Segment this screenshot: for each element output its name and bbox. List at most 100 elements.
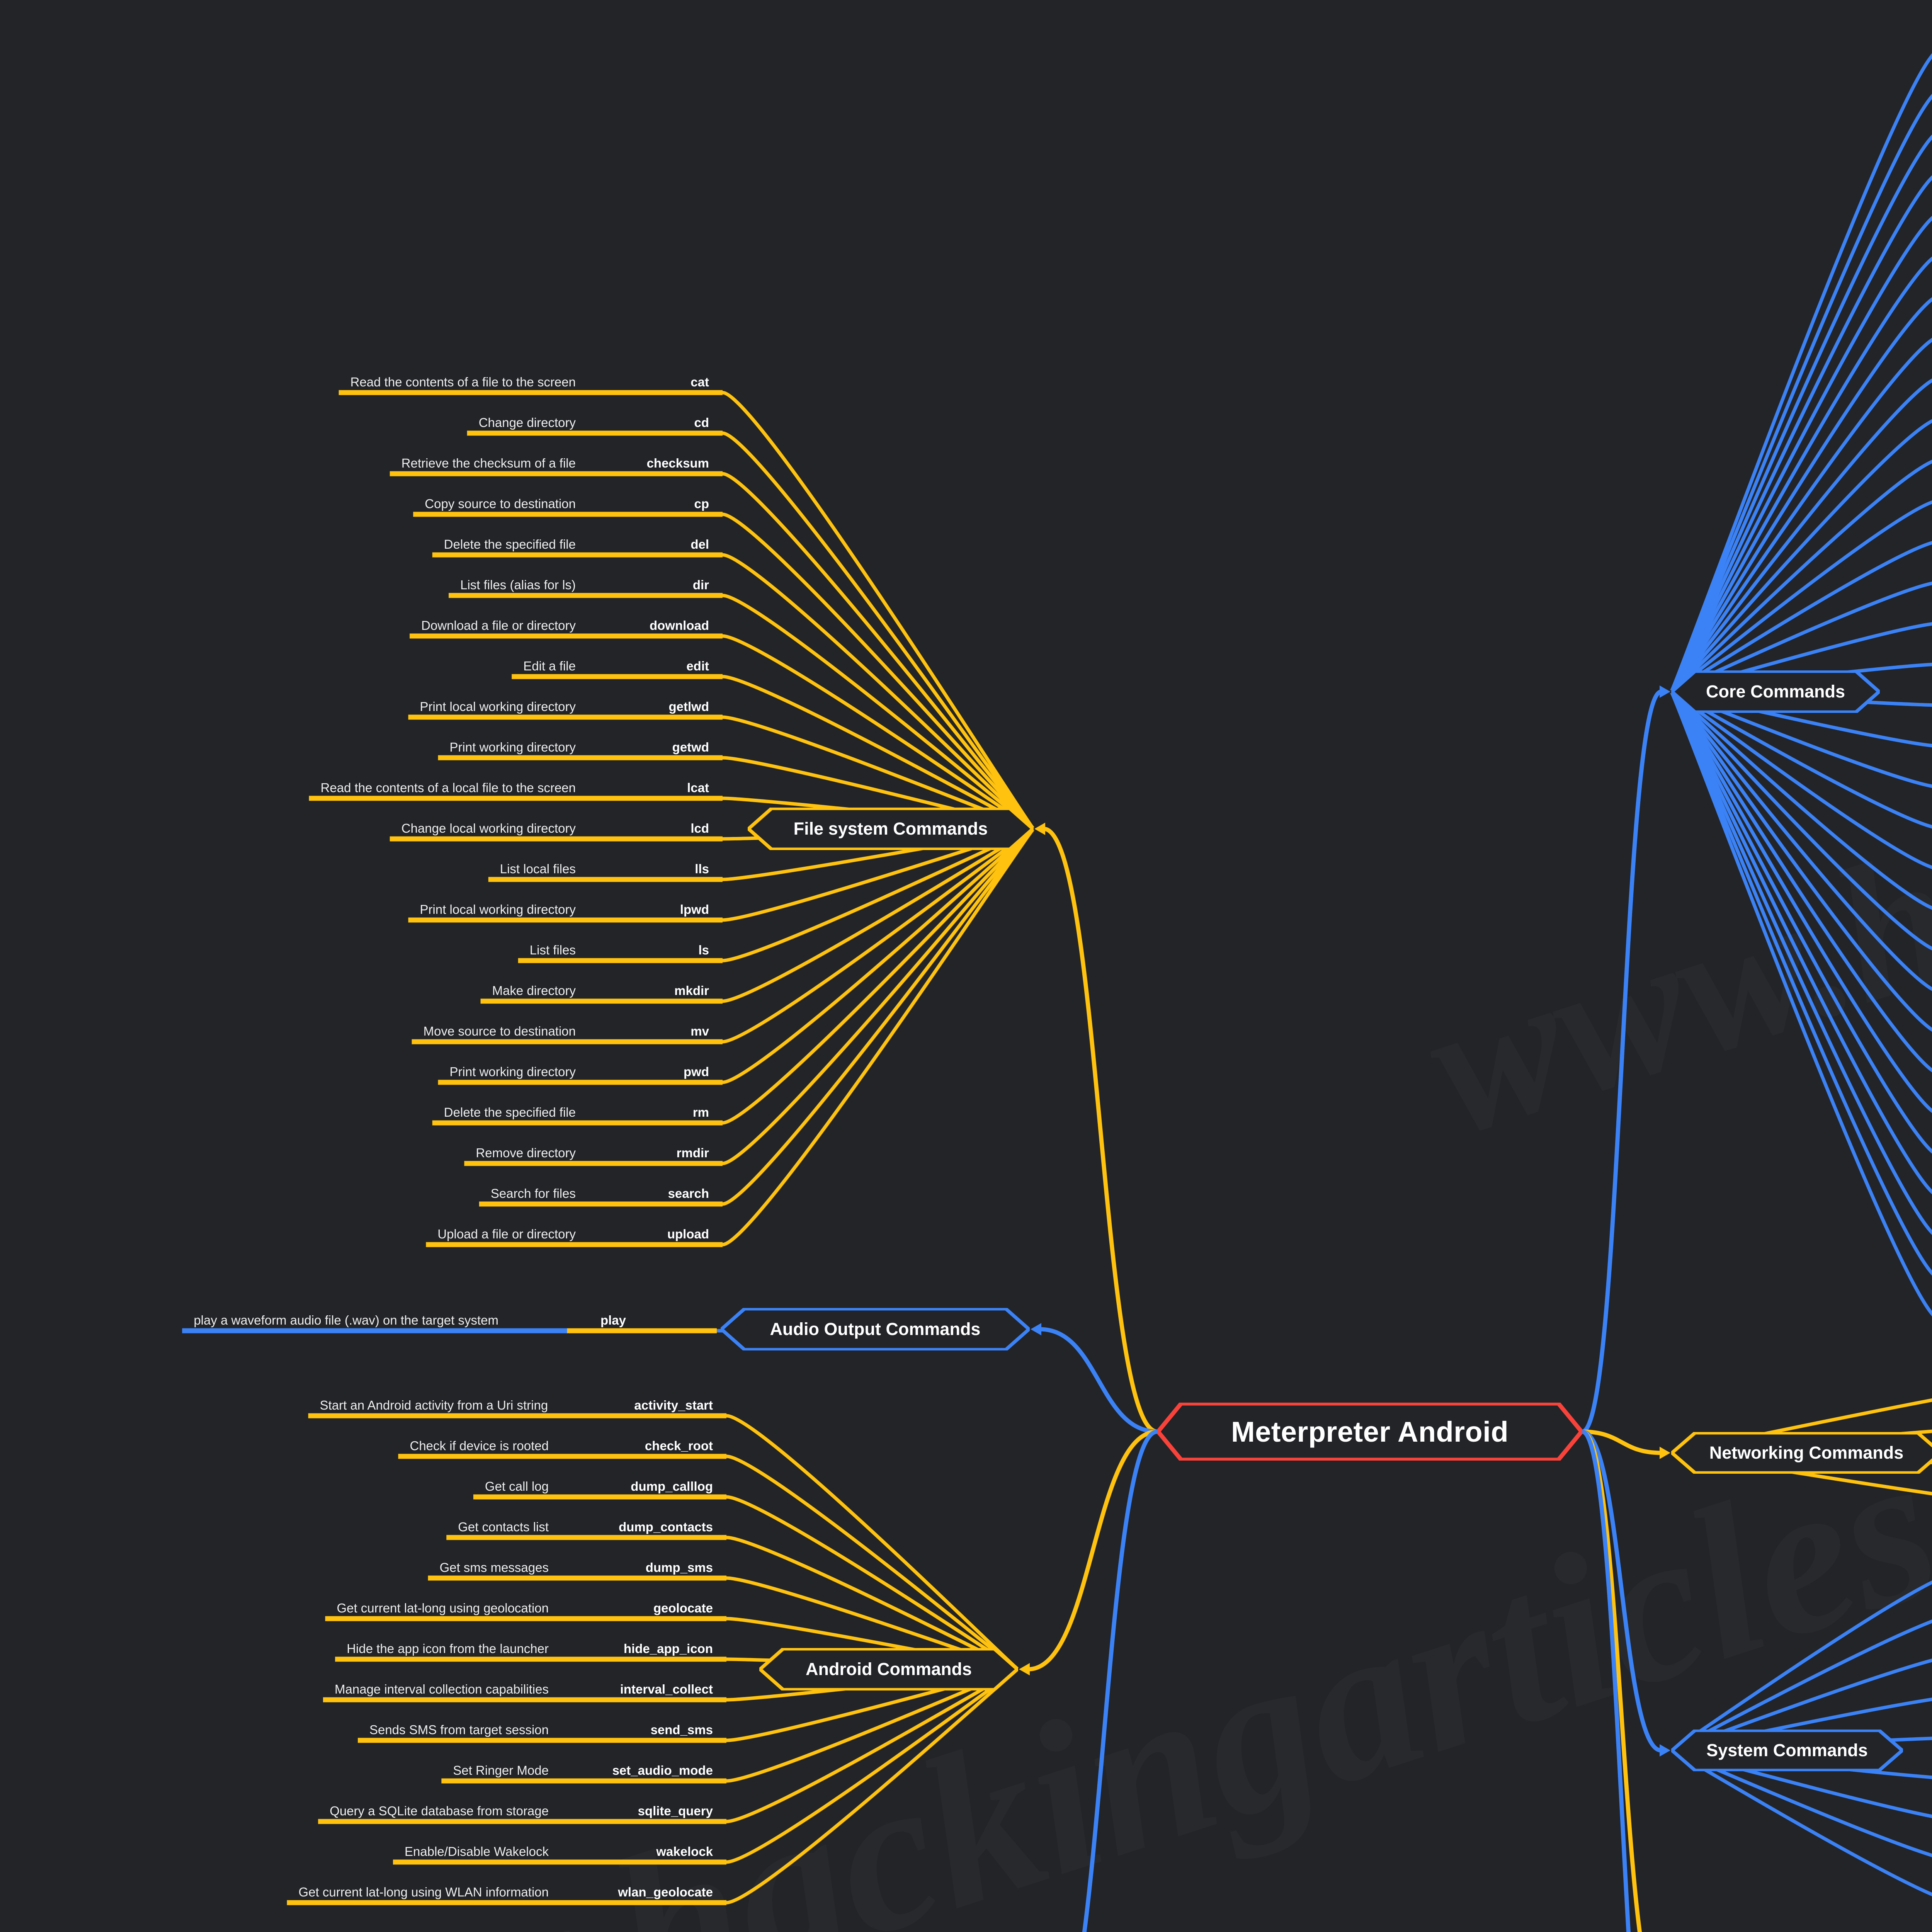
leaf-row-android-activity_start[interactable]: activity_start Start an Android activity… (0, 1399, 1932, 1414)
branch-node-system-shape (1671, 1730, 1903, 1771)
leaf-command: cp (694, 497, 709, 511)
leaf-description: Read the contents of a local file to the… (320, 781, 576, 795)
leaf-row-filesystem-search[interactable]: search Search for files (0, 1187, 1932, 1202)
leaf-row-android-wakelock[interactable]: wakelock Enable/Disable Wakelock (0, 1845, 1932, 1861)
leaf-command: getwd (672, 740, 709, 754)
leaf-row-filesystem-getlwd[interactable]: getlwd Print local working directory (0, 700, 1932, 716)
leaf-row-android-dump_contacts[interactable]: dump_contacts Get contacts list (0, 1520, 1932, 1536)
leaf-row-android-dump_calllog[interactable]: dump_calllog Get call log (0, 1480, 1932, 1495)
leaf-command: geolocate (653, 1601, 713, 1615)
leaf-description: Set Ringer Mode (453, 1763, 549, 1777)
leaf-row-core-detach[interactable]: detach Detach the meterpreter session (f… (0, 361, 1932, 376)
leaf-row-android-hide_app_icon[interactable]: hide_app_icon Hide the app icon from the… (0, 1642, 1932, 1658)
leaf-command: search (668, 1186, 709, 1201)
branch-node-android[interactable]: Android Commands (759, 1648, 1018, 1690)
leaf-command: upload (667, 1227, 709, 1241)
leaf-row-filesystem-rmdir[interactable]: rmdir Remove directory (0, 1146, 1932, 1162)
leaf-description: List files (529, 943, 576, 957)
leaf-command: lpwd (680, 902, 709, 917)
leaf-row-android-set_audio_mode[interactable]: set_audio_mode Set Ringer Mode (0, 1764, 1932, 1779)
leaf-row-filesystem-pwd[interactable]: pwd Print working directory (0, 1065, 1932, 1081)
leaf-row-core-disable_unicode_encoding[interactable]: disable_unicode_encoding Disables encodi… (0, 401, 1932, 417)
leaf-row-core-exit[interactable]: exit Terminate the meterpreter session (0, 483, 1932, 499)
branch-spine (722, 512, 1035, 831)
leaf-row-filesystem-lcd[interactable]: lcd Change local working directory (0, 822, 1932, 837)
leaf-row-core-[interactable]: ? Help menu (0, 33, 1932, 48)
branch-node-audio-shape (721, 1308, 1030, 1350)
leaf-row-core-get_timeouts[interactable]: get_timeouts Get the current session tim… (0, 524, 1932, 540)
branch-node-filesystem[interactable]: File system Commands (748, 808, 1034, 850)
leaf-row-filesystem-lls[interactable]: lls List local files (0, 862, 1932, 878)
leaf-row-android-interval_collect[interactable]: interval_collect Manage interval collect… (0, 1683, 1932, 1698)
leaf-description: Download a file or directory (421, 618, 576, 633)
leaf-row-core-bgrun[interactable]: bgrun Executes a meterpreter script as a… (0, 238, 1932, 253)
leaf-row-filesystem-getwd[interactable]: getwd Print working directory (0, 741, 1932, 756)
leaf-row-filesystem-cat[interactable]: cat Read the contents of a file to the s… (0, 376, 1932, 391)
leaf-row-filesystem-cp[interactable]: cp Copy source to destination (0, 497, 1932, 513)
branch-spine (1669, 690, 1932, 1316)
leaf-description: Get call log (485, 1479, 549, 1493)
branch-node-android-shape (759, 1648, 1018, 1690)
leaf-row-android-dump_sms[interactable]: dump_sms Get sms messages (0, 1561, 1932, 1577)
leaf-row-android-wlan_geolocate[interactable]: wlan_geolocate Get current lat-long usin… (0, 1886, 1932, 1901)
branch-spine (722, 827, 1036, 1247)
branch-arrow-networking (1660, 1447, 1670, 1459)
branch-arrow-filesystem (1034, 823, 1045, 835)
leaf-row-filesystem-mv[interactable]: mv Move source to destination (0, 1025, 1932, 1040)
leaf-command: lls (695, 862, 709, 876)
branch-node-networking[interactable]: Networking Commands (1671, 1432, 1932, 1474)
leaf-row-android-geolocate[interactable]: geolocate Get current lat-long using geo… (0, 1602, 1932, 1617)
leaf-row-core-bglist[interactable]: bglist Lists running background scripts (0, 197, 1932, 212)
leaf-row-core-uuid[interactable]: uuid Get the UUID for the current sessio… (0, 1262, 1932, 1277)
leaf-command: dump_sms (645, 1560, 713, 1575)
leaf-row-filesystem-ls[interactable]: ls List files (0, 944, 1932, 959)
leaf-row-core-bgkill[interactable]: bgkill Kills a background meterpreter sc… (0, 156, 1932, 171)
leaf-command: checksum (646, 456, 709, 470)
leaf-description: Make directory (492, 983, 576, 998)
leaf-row-core-close[interactable]: close Closes a channel (0, 320, 1932, 335)
leaf-row-filesystem-checksum[interactable]: checksum Retrieve the checksum of a file (0, 457, 1932, 472)
leaf-row-core-channel[interactable]: channel Displays information or control … (0, 279, 1932, 294)
central-node[interactable]: Meterpreter Android (1157, 1403, 1582, 1461)
central-trunk-android (1028, 1429, 1158, 1672)
leaf-row-filesystem-mkdir[interactable]: mkdir Make directory (0, 984, 1932, 1000)
leaf-description: Retrieve the checksum of a file (401, 456, 576, 470)
leaf-row-android-sqlite_query[interactable]: sqlite_query Query a SQLite database fro… (0, 1804, 1932, 1820)
leaf-row-android-check_root[interactable]: check_root Check if device is rooted (0, 1439, 1932, 1455)
leaf-row-audio-play[interactable]: play play a waveform audio file (.wav) o… (0, 1314, 1932, 1329)
leaf-row-networking-ifconfig[interactable]: ifconfig Display interfaces (0, 1366, 1932, 1381)
leaf-row-core-bg[interactable]: bg Alias for background (0, 115, 1932, 130)
leaf-command: wakelock (656, 1844, 713, 1859)
leaf-description: Check if device is rooted (410, 1439, 549, 1453)
leaf-row-filesystem-rm[interactable]: rm Delete the specified file (0, 1106, 1932, 1121)
leaf-command: mkdir (674, 983, 709, 998)
leaf-row-filesystem-upload[interactable]: upload Upload a file or directory (0, 1228, 1932, 1243)
branch-spine (726, 1667, 1019, 1905)
leaf-description: Get current lat-long using geolocation (337, 1601, 549, 1615)
leaf-row-filesystem-lpwd[interactable]: lpwd Print local working directory (0, 903, 1932, 918)
leaf-row-filesystem-dir[interactable]: dir List files (alias for ls) (0, 578, 1932, 594)
leaf-description: play a waveform audio file (.wav) on the… (194, 1313, 498, 1327)
leaf-row-filesystem-del[interactable]: del Delete the specified file (0, 538, 1932, 553)
branch-arrow-audio (1031, 1323, 1041, 1335)
leaf-command: play (600, 1313, 626, 1327)
leaf-description: Start an Android activity from a Uri str… (320, 1398, 548, 1412)
branch-node-core[interactable]: Core Commands (1671, 670, 1880, 713)
leaf-description: Print local working directory (420, 902, 576, 917)
leaf-row-filesystem-lcat[interactable]: lcat Read the contents of a local file t… (0, 781, 1932, 797)
leaf-row-android-send_sms[interactable]: send_sms Sends SMS from target session (0, 1723, 1932, 1739)
leaf-command: activity_start (634, 1398, 713, 1412)
central-node-shape (1157, 1403, 1582, 1461)
branch-node-audio[interactable]: Audio Output Commands (721, 1308, 1030, 1350)
central-node-label: Meterpreter Android (1231, 1415, 1509, 1448)
leaf-row-filesystem-download[interactable]: download Download a file or directory (0, 619, 1932, 634)
leaf-description: Print working directory (449, 1065, 576, 1079)
leaf-row-filesystem-cd[interactable]: cd Change directory (0, 416, 1932, 432)
leaf-row-filesystem-edit[interactable]: edit Edit a file (0, 660, 1932, 675)
leaf-command: lcat (687, 781, 709, 795)
leaf-row-core-enable_unicode_encoding[interactable]: enable_unicode_encoding Enables encoding… (0, 442, 1932, 458)
leaf-row-core-background[interactable]: background Backgrounds the current sessi… (0, 74, 1932, 89)
leaf-description: Manage interval collection capabilities (335, 1682, 549, 1696)
branch-node-system[interactable]: System Commands (1671, 1730, 1903, 1771)
